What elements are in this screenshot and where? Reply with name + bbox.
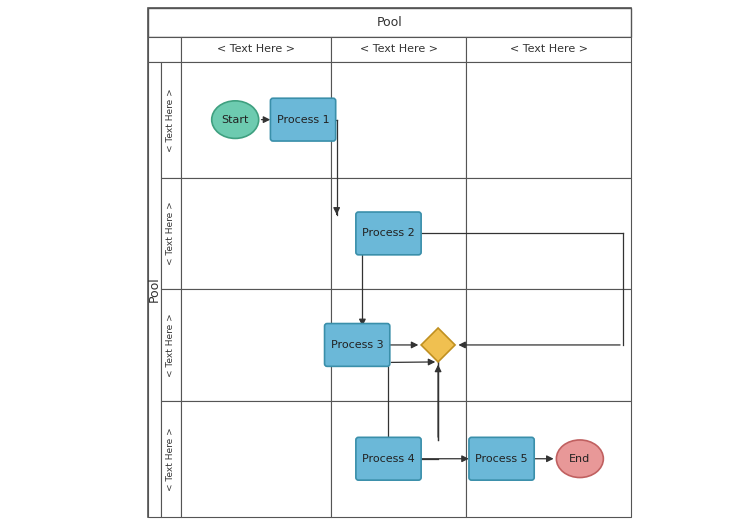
Bar (180, 62, 331, 177)
Bar (467, 289, 630, 401)
Bar (180, 37, 331, 62)
Ellipse shape (211, 101, 259, 138)
FancyBboxPatch shape (325, 324, 390, 366)
Bar (161, 401, 180, 517)
Bar (331, 177, 467, 289)
Text: < Text Here >: < Text Here > (510, 44, 587, 54)
Text: < Text Here >: < Text Here > (166, 427, 175, 491)
Bar (467, 62, 630, 177)
Text: Process 2: Process 2 (362, 229, 415, 239)
Text: < Text Here >: < Text Here > (166, 201, 175, 265)
Bar (161, 62, 180, 177)
Text: < Text Here >: < Text Here > (166, 313, 175, 377)
Text: Process 4: Process 4 (362, 454, 415, 464)
Bar (467, 37, 630, 62)
Bar (331, 62, 467, 177)
FancyBboxPatch shape (356, 212, 421, 255)
Bar (180, 177, 331, 289)
Bar (148, 37, 180, 62)
Bar (148, 62, 161, 517)
Bar (331, 37, 467, 62)
Polygon shape (421, 328, 455, 362)
Bar (148, 8, 630, 37)
Bar (180, 401, 331, 517)
FancyBboxPatch shape (469, 437, 535, 480)
Bar (467, 401, 630, 517)
Bar (331, 289, 467, 401)
Text: Pool: Pool (377, 16, 402, 29)
Text: Process 3: Process 3 (331, 340, 384, 350)
Bar (331, 401, 467, 517)
Text: Pool: Pool (148, 276, 161, 302)
FancyBboxPatch shape (270, 98, 336, 141)
Text: Start: Start (221, 115, 249, 125)
Text: Process 5: Process 5 (475, 454, 528, 464)
Bar (161, 289, 180, 401)
Text: < Text Here >: < Text Here > (360, 44, 438, 54)
Ellipse shape (556, 440, 603, 478)
Bar (180, 289, 331, 401)
Bar (161, 177, 180, 289)
Text: < Text Here >: < Text Here > (217, 44, 295, 54)
Bar (467, 177, 630, 289)
Text: < Text Here >: < Text Here > (166, 88, 175, 151)
FancyBboxPatch shape (356, 437, 421, 480)
Text: End: End (569, 454, 590, 464)
Text: Process 1: Process 1 (277, 115, 329, 125)
